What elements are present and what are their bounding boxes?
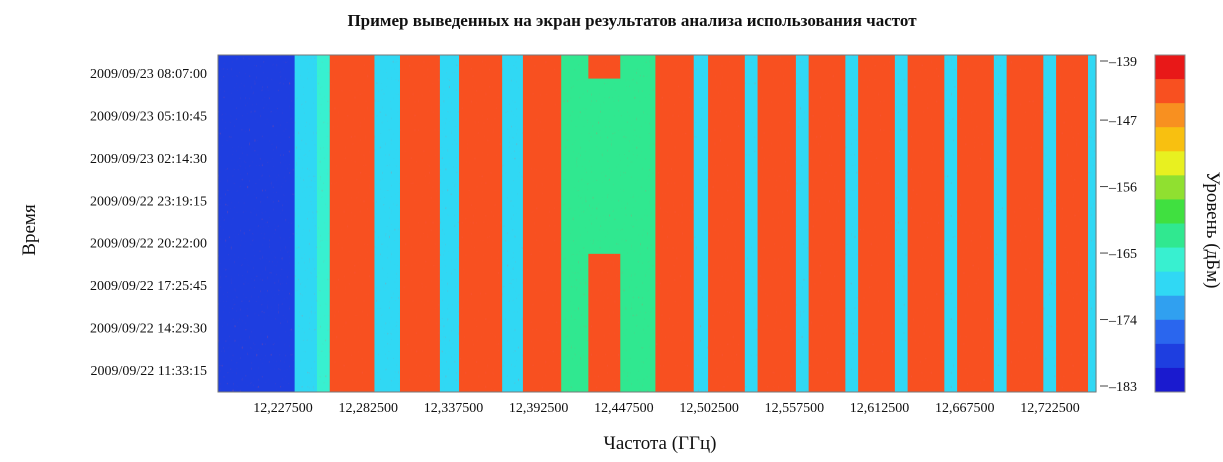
y-tick-label: 2009/09/22 20:22:00 <box>90 237 207 252</box>
x-tick-label: 12,612500 <box>850 401 910 416</box>
colorbar-tick-label: –156 <box>1108 181 1137 196</box>
colorbar-tick-label: –139 <box>1108 55 1137 70</box>
colorbar-tick-label: –183 <box>1108 380 1137 395</box>
y-tick-label: 2009/09/23 08:07:00 <box>90 67 207 82</box>
colorbar-segment <box>1155 127 1185 152</box>
y-tick-label: 2009/09/23 02:14:30 <box>90 152 207 167</box>
colorbar-segment <box>1155 295 1185 321</box>
x-tick-label: 12,227500 <box>253 401 313 416</box>
chart-title: Пример выведенных на экран результатов а… <box>347 11 917 30</box>
x-tick-label: 12,392500 <box>509 401 569 416</box>
x-tick-label: 12,282500 <box>338 401 398 416</box>
heatmap-plot-area <box>217 54 1097 393</box>
colorbar-segment <box>1155 55 1185 80</box>
colorbar-segment <box>1155 103 1185 128</box>
y-tick-label: 2009/09/22 14:29:30 <box>90 322 207 337</box>
colorbar-label: Уровень (дБм) <box>1202 172 1223 289</box>
colorbar-segment <box>1155 223 1185 249</box>
colorbar-tick-label: –174 <box>1108 314 1137 329</box>
colorbar-tick-label: –147 <box>1108 114 1137 129</box>
colorbar-segment <box>1155 319 1185 345</box>
noise-texture <box>218 55 1096 392</box>
x-tick-label: 12,337500 <box>424 401 484 416</box>
x-axis-label: Частота (ГГц) <box>603 433 716 454</box>
colorbar-ticks: –139 –147 –156 –165 –174 –183 <box>1100 55 1137 395</box>
x-tick-label: 12,722500 <box>1020 401 1080 416</box>
colorbar-segment <box>1155 343 1185 369</box>
plot-frame <box>217 54 1097 393</box>
colorbar <box>1154 54 1186 393</box>
colorbar-segment <box>1155 271 1185 297</box>
x-tick-label: 12,667500 <box>935 401 995 416</box>
colorbar-segment <box>1155 79 1185 104</box>
colorbar-segment <box>1155 367 1185 393</box>
y-tick-label: 2009/09/22 17:25:45 <box>90 279 207 294</box>
x-tick-label: 12,557500 <box>765 401 825 416</box>
x-tick-labels: 12,227500 12,282500 12,337500 12,392500 12,4… <box>253 401 1080 416</box>
y-tick-label: 2009/09/23 05:10:45 <box>90 109 207 124</box>
x-tick-label: 12,447500 <box>594 401 654 416</box>
colorbar-segment <box>1155 151 1185 176</box>
y-tick-label: 2009/09/22 23:19:15 <box>90 194 207 209</box>
colorbar-frame <box>1154 54 1186 393</box>
colorbar-tick-label: –165 <box>1108 247 1137 262</box>
y-axis-label: Время <box>19 204 40 256</box>
colorbar-segment <box>1155 199 1185 224</box>
x-tick-label: 12,502500 <box>679 401 739 416</box>
y-tick-labels: 2009/09/23 08:07:00 2009/09/23 05:10:45 20… <box>90 67 207 379</box>
y-tick-label: 2009/09/22 11:33:15 <box>90 364 207 379</box>
colorbar-segment <box>1155 247 1185 273</box>
colorbar-segment <box>1155 175 1185 200</box>
